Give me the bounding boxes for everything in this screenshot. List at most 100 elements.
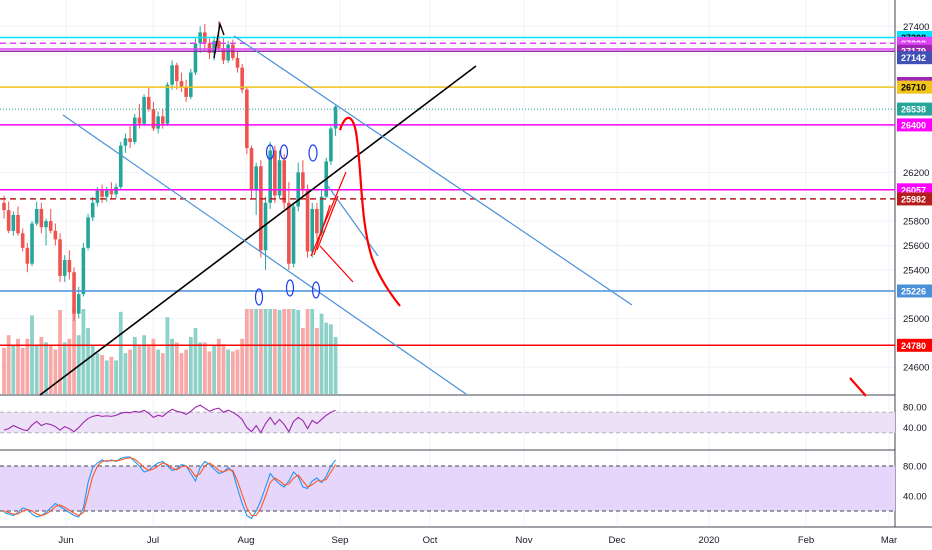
- candle-body: [263, 202, 268, 251]
- circle-marker: [254, 288, 264, 306]
- volume-bar: [109, 356, 114, 394]
- volume-bar: [221, 344, 226, 394]
- volume-bar: [329, 324, 333, 394]
- volume-bar: [16, 338, 20, 394]
- channel-upper-line[interactable]: [233, 35, 633, 306]
- price-tick-label: 25600: [903, 241, 929, 252]
- volume-bar: [244, 309, 249, 394]
- volume-bar: [263, 309, 268, 394]
- volume-bar: [202, 342, 207, 394]
- candle-body: [282, 160, 286, 203]
- stochastic-pane: 40.00 80.00: [0, 456, 927, 520]
- time-tick-label: 2020: [698, 535, 719, 546]
- candle-body: [245, 89, 249, 149]
- rsi-pane: 40.00 80.00: [0, 403, 927, 434]
- volume-bar: [128, 349, 132, 394]
- candle-body: [132, 117, 137, 142]
- time-tick-label: Aug: [238, 535, 255, 546]
- volume-bar: [81, 309, 86, 394]
- price-tag: [897, 284, 932, 298]
- candle-body: [329, 128, 333, 162]
- candle-body: [333, 106, 338, 129]
- candle-body: [90, 202, 95, 218]
- price-tag: [897, 51, 932, 65]
- short-channel-line[interactable]: [324, 181, 379, 257]
- candle-body: [207, 43, 212, 54]
- rsi-band: [0, 412, 895, 433]
- candle-body: [95, 190, 100, 203]
- candle-body: [305, 190, 310, 252]
- time-tick-label: Nov: [516, 535, 533, 546]
- time-tick-label: Mar: [881, 535, 897, 546]
- volume-bar: [151, 338, 156, 394]
- candle-body: [268, 150, 272, 203]
- price-tag: [897, 118, 932, 132]
- candle-body: [221, 48, 226, 61]
- volume-bar: [39, 337, 44, 394]
- volume-bar: [235, 349, 240, 394]
- candle-body: [81, 247, 86, 295]
- black-pen-mark[interactable]: [213, 21, 225, 59]
- volume-bar: [25, 338, 30, 394]
- candle-body: [310, 208, 315, 252]
- volume-bar: [300, 328, 305, 394]
- volume-bar: [324, 322, 329, 394]
- volume-bar: [62, 342, 67, 394]
- volume-bar: [72, 309, 76, 394]
- volume-bar: [207, 351, 212, 394]
- candle-body: [137, 117, 142, 124]
- marker-circles: [254, 144, 321, 306]
- channel-lower-line[interactable]: [62, 114, 467, 395]
- volume-bar: [114, 360, 118, 394]
- volume-bar: [198, 342, 203, 394]
- volume-bar: [314, 328, 319, 394]
- volume-bar: [20, 347, 25, 394]
- volume-bar: [254, 309, 259, 394]
- candle-body: [123, 138, 128, 146]
- volume-bar: [76, 335, 81, 394]
- price-tag-label: 26710: [901, 83, 926, 93]
- volume-bars: [2, 309, 338, 394]
- volume-bar: [34, 346, 39, 394]
- volume-bar: [156, 349, 161, 394]
- horizontal-levels: [0, 36, 895, 347]
- stoch-k-line: [3, 456, 337, 520]
- circle-marker: [265, 144, 275, 160]
- candle-body: [179, 81, 184, 88]
- price-tag-label: 24780: [901, 341, 926, 351]
- uptrend-line[interactable]: [39, 65, 477, 396]
- volume-bar: [160, 353, 165, 394]
- price-tick-label: 25000: [903, 314, 929, 325]
- candle-body: [39, 208, 44, 228]
- volume-bar: [132, 337, 137, 394]
- price-tag-label: 25226: [901, 286, 926, 296]
- candlesticks: [2, 21, 338, 321]
- time-tick-label: Jul: [147, 535, 159, 546]
- volume-bar: [216, 338, 221, 394]
- volume-bar: [53, 349, 58, 394]
- candle-body: [226, 44, 230, 61]
- candle-body: [319, 196, 324, 234]
- volume-bar: [174, 342, 179, 394]
- time-tick-label: Dec: [609, 535, 626, 546]
- volume-bar: [100, 355, 104, 394]
- candle-body: [86, 217, 90, 248]
- wedge-lines[interactable]: [310, 171, 354, 283]
- price-tag-label: 26538: [901, 105, 926, 115]
- projection-curve[interactable]: [338, 116, 401, 307]
- stoch-tick-label: 80.00: [903, 462, 927, 473]
- volume-bar: [2, 347, 6, 394]
- red-arrow-mark[interactable]: [849, 377, 867, 397]
- volume-bar: [319, 313, 324, 394]
- time-tick-label: Sep: [332, 535, 349, 546]
- candle-body: [273, 150, 277, 196]
- volume-bar: [184, 349, 189, 394]
- volume-bar: [193, 328, 198, 394]
- candle-body: [109, 190, 114, 195]
- stoch-tick-label: 40.00: [903, 492, 927, 503]
- candle-body: [160, 116, 165, 124]
- rsi-line: [3, 404, 336, 434]
- candle-body: [67, 260, 72, 273]
- candle-body: [240, 67, 244, 90]
